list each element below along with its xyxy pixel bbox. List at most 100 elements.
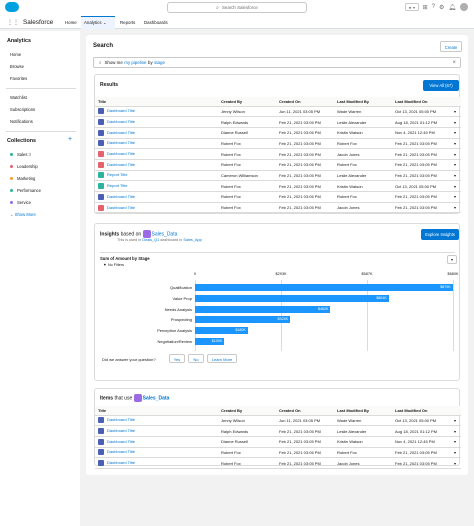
query-token[interactable]: my pipeline: [124, 60, 147, 65]
sidebar-collection-performance[interactable]: Performance: [10, 188, 41, 193]
dataset-link[interactable]: Sales_Data: [151, 231, 178, 238]
row-menu-icon[interactable]: ▾: [451, 425, 461, 437]
tab-home[interactable]: Home: [65, 20, 77, 25]
dataset-link[interactable]: Sales_Data: [142, 395, 170, 402]
row-menu-icon[interactable]: ▾: [451, 170, 461, 182]
table-row[interactable]: Dashboard Title Ralph Edwards Feb 21, 2021…: [95, 116, 461, 128]
row-title-link[interactable]: Dashboard Title: [95, 127, 218, 139]
row-menu-icon[interactable]: ▾: [451, 202, 461, 214]
table-row[interactable]: Dashboard Title Jenny Wilson Jun 11, 2021 …: [95, 106, 461, 118]
table-row[interactable]: Report Title Robert Fox Feb 21, 2021 03:05…: [95, 180, 461, 192]
chart-bar[interactable]: $661K: [195, 294, 389, 302]
sidebar-item-favorites[interactable]: Favorites: [10, 76, 28, 81]
row-title-link[interactable]: Dashboard Title: [95, 457, 218, 469]
row-title-link[interactable]: Dashboard Title: [95, 116, 218, 128]
row-title-link[interactable]: Report Title: [95, 170, 218, 182]
column-header[interactable]: Created On: [276, 406, 334, 416]
row-title-link[interactable]: Dashboard Title: [95, 159, 218, 171]
row-title-link[interactable]: Dashboard Title: [95, 202, 218, 214]
column-header[interactable]: Title: [95, 97, 218, 107]
row-menu-icon[interactable]: ▾: [451, 415, 461, 427]
row-title[interactable]: Dashboard Title: [107, 161, 136, 167]
row-title-link[interactable]: Dashboard Title: [95, 148, 218, 160]
column-header[interactable]: Last Modified By: [334, 406, 392, 416]
row-menu-icon[interactable]: ▾: [451, 159, 461, 171]
table-row[interactable]: Dashboard Title Dianne Russell Feb 21, 202…: [95, 127, 461, 139]
sidebar-item-notifications[interactable]: Notifications: [10, 119, 33, 124]
table-row[interactable]: Dashboard Title Robert Fox Feb 21, 2021 03…: [95, 457, 461, 469]
chart-menu-button[interactable]: ▾: [447, 255, 457, 264]
row-title[interactable]: Report Title: [107, 183, 128, 189]
row-menu-icon[interactable]: ▾: [451, 436, 461, 448]
row-title-link[interactable]: Dashboard Title: [95, 415, 218, 427]
chevron-down-icon[interactable]: ⌄: [102, 20, 107, 25]
tab-reports[interactable]: Reports: [120, 20, 136, 25]
sidebar-item-watchlist[interactable]: Watchlist: [10, 95, 27, 100]
row-title-link[interactable]: Dashboard Title: [95, 138, 218, 150]
column-header[interactable]: Created By: [218, 97, 276, 107]
sidebar-collection-marketing[interactable]: Marketing: [10, 176, 35, 181]
row-menu-icon[interactable]: ▾: [451, 127, 461, 139]
feedback-no-button[interactable]: No: [188, 354, 204, 363]
feedback-yes-button[interactable]: Yes: [169, 354, 185, 363]
chart-bar[interactable]: $879K: [195, 284, 453, 291]
row-title[interactable]: Dashboard Title: [107, 438, 136, 444]
chart-bar[interactable]: $180K: [195, 327, 248, 335]
table-row[interactable]: Dashboard Title Robert Fox Feb 21, 2021 03…: [95, 447, 461, 459]
row-title-link[interactable]: Dashboard Title: [95, 106, 218, 118]
row-menu-icon[interactable]: ▾: [451, 180, 461, 192]
row-menu-icon[interactable]: ▾: [451, 457, 461, 469]
sidebar-collection-leadership[interactable]: Leadership: [10, 164, 38, 169]
favorites-button[interactable]: ★ ▾: [404, 3, 419, 11]
chart-bar[interactable]: $324K: [195, 316, 290, 324]
table-row[interactable]: Dashboard Title Robert Fox Feb 21, 2021 03…: [95, 202, 461, 214]
row-title[interactable]: Dashboard Title: [107, 119, 136, 125]
app-launcher-icon[interactable]: ⋮⋮: [7, 20, 19, 26]
column-header[interactable]: Title: [95, 406, 218, 416]
explore-insights-button[interactable]: Explore Insights: [421, 229, 459, 240]
sidebar-collection-service[interactable]: Service: [10, 200, 31, 205]
row-menu-icon[interactable]: ▾: [451, 138, 461, 150]
add-collection-button[interactable]: +: [68, 136, 73, 143]
row-menu-icon[interactable]: ▾: [451, 116, 461, 128]
column-header[interactable]: Created On: [276, 97, 334, 107]
chart-bar[interactable]: $100K: [195, 338, 225, 345]
learn-more-button[interactable]: Learn More: [207, 354, 237, 363]
sidebar-collection-sales[interactable]: Sales 3: [10, 152, 31, 157]
row-title[interactable]: Dashboard Title: [107, 204, 136, 210]
gear-icon[interactable]: ⚙: [438, 4, 445, 11]
table-row[interactable]: Dashboard Title Robert Fox Feb 21, 2021 03…: [95, 138, 461, 150]
add-icon[interactable]: ⊞: [422, 4, 428, 11]
avatar[interactable]: [460, 3, 468, 11]
tab-analytics[interactable]: Analytics ⌄: [81, 16, 115, 29]
row-title[interactable]: Dashboard Title: [107, 151, 136, 157]
table-row[interactable]: Dashboard Title Robert Fox Feb 21, 2021 03…: [95, 159, 461, 171]
table-row[interactable]: Dashboard Title Ralph Edwards Feb 21, 2021…: [95, 425, 461, 437]
row-title-link[interactable]: Report Title: [95, 180, 218, 192]
row-title[interactable]: Dashboard Title: [107, 193, 136, 199]
row-title[interactable]: Dashboard Title: [107, 129, 136, 135]
create-button[interactable]: Create: [440, 41, 462, 52]
sidebar-item-browse[interactable]: Browse: [10, 64, 24, 69]
show-more-link[interactable]: ⌄ Show More: [10, 212, 36, 217]
row-title[interactable]: Dashboard Title: [107, 449, 136, 455]
row-title-link[interactable]: Dashboard Title: [95, 425, 218, 437]
view-all-button[interactable]: View All (67): [423, 80, 459, 91]
table-row[interactable]: Dashboard Title Jenny Wilson Jun 11, 2021 …: [95, 415, 461, 427]
row-title-link[interactable]: Dashboard Title: [95, 447, 218, 459]
help-icon[interactable]: ?: [431, 4, 435, 10]
table-row[interactable]: Dashboard Title Robert Fox Feb 21, 2021 03…: [95, 148, 461, 160]
bell-icon[interactable]: 🔔︎: [448, 4, 456, 11]
tab-dashboards[interactable]: Dashboards: [144, 20, 168, 25]
row-menu-icon[interactable]: ▾: [451, 148, 461, 160]
row-menu-icon[interactable]: ▾: [451, 447, 461, 459]
clear-icon[interactable]: ×: [452, 59, 456, 66]
row-title-link[interactable]: Dashboard Title: [95, 436, 218, 448]
column-header[interactable]: Last Modified On: [392, 97, 451, 107]
row-title[interactable]: Dashboard Title: [107, 140, 136, 146]
query-token[interactable]: stage: [154, 60, 165, 65]
global-search-input[interactable]: ⌕ Search Salesforce: [167, 2, 307, 13]
row-menu-icon[interactable]: ▾: [451, 191, 461, 203]
row-title[interactable]: Report Title: [107, 172, 128, 178]
nl-search-input[interactable]: ⌕ Show me my pipeline by stage ×: [93, 57, 461, 68]
